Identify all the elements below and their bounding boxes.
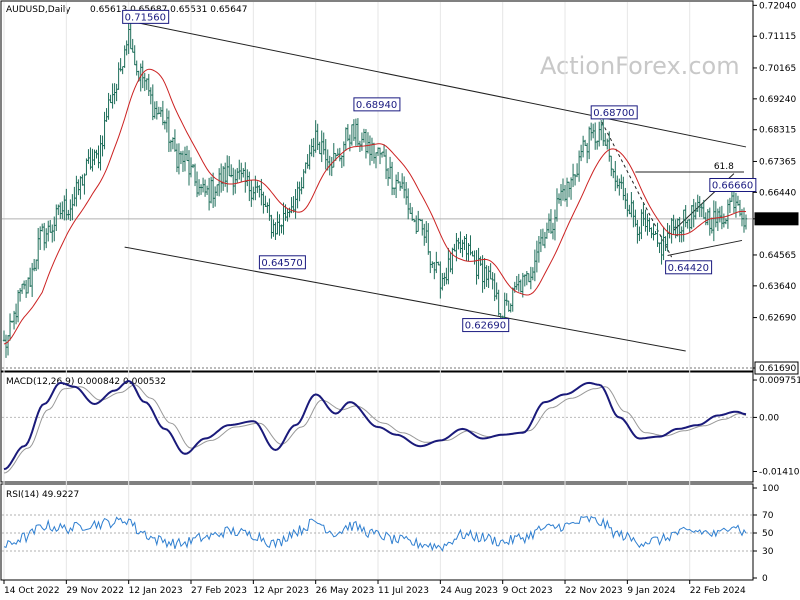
price-label-0: 0.71560	[125, 12, 166, 23]
price-y-tick-2: 0.70165	[759, 64, 796, 74]
price-label-box-0	[122, 9, 170, 24]
x-tick-7: 24 Aug 2023	[440, 586, 498, 596]
channel-upper-line	[130, 20, 747, 148]
macd-y-tick-1: 0.00	[759, 413, 779, 423]
ma-line	[3, 68, 747, 345]
price-y-tick-5: 0.67365	[759, 157, 796, 167]
price-y-tick-8: 0.64565	[759, 251, 796, 261]
price-header-symbol: AUDUSD,Daily	[6, 5, 71, 15]
x-tick-5: 26 May 2023	[316, 586, 375, 596]
price-moving-average	[3, 68, 747, 345]
macd-panel-frame	[0, 371, 754, 483]
rsi-y-tick-1: 70	[762, 511, 774, 521]
price-label-box-4	[258, 255, 306, 270]
rsi-panel-frame	[0, 483, 754, 581]
macd-signal-line	[3, 384, 747, 474]
rsi-label: RSI(14) 49.9227	[6, 490, 79, 500]
channel-lower-line	[124, 246, 686, 352]
x-tick-8: 9 Oct 2023	[503, 586, 553, 596]
price-y-tick-11: 0.61690	[759, 364, 796, 374]
rsi-y-tick-2: 50	[762, 529, 774, 539]
price-label-3: 0.66660	[712, 180, 753, 191]
price-candles	[2, 22, 748, 358]
macd-label: MACD(12,26,9) 0.000842 0.000532	[6, 377, 166, 387]
price-label-box-1	[353, 97, 401, 112]
price-grid	[2, 2, 752, 579]
watermark-text: ActionForex.com	[540, 52, 740, 80]
macd-y-axis: 0.009751 0.00 -0.014107	[753, 376, 800, 478]
fib-swing-line	[598, 116, 673, 258]
price-y-tick-0: 0.72040	[759, 1, 796, 11]
rsi-line	[3, 515, 747, 552]
price-y-tick-7: 0.65647	[759, 215, 796, 225]
current-price-box	[754, 212, 799, 226]
x-tick-4: 12 Apr 2023	[253, 586, 309, 596]
price-y-tick-3: 0.69240	[759, 95, 796, 105]
x-tick-0: 14 Oct 2022	[4, 586, 60, 596]
macd-y-tick-0: 0.009751	[759, 376, 800, 386]
price-y-axis: 0.72040 0.71115 0.70165 0.69240 0.68315 0.673…	[753, 1, 799, 375]
price-y-tick-9: 0.63640	[759, 282, 796, 292]
price-y-tick-1: 0.71115	[759, 32, 796, 42]
price-label-6: 0.64420	[668, 263, 709, 274]
price-label-box-5	[462, 318, 510, 333]
x-tick-10: 9 Jan 2024	[627, 586, 675, 596]
price-annotations: 0.71560 0.68940 0.68700 0.66660 0.64570 0.626…	[122, 9, 757, 333]
price-label-box-3	[709, 177, 757, 192]
macd-y-tick-2: -0.014107	[759, 468, 800, 478]
x-tick-6: 11 Jul 2023	[378, 586, 429, 596]
price-label-box-6	[665, 260, 713, 275]
wedge-lower-line	[667, 239, 743, 256]
price-label-box-2	[590, 105, 638, 120]
low-marker-box	[754, 361, 799, 375]
macd-main-line	[3, 379, 747, 471]
x-tick-9: 22 Nov 2023	[565, 586, 623, 596]
price-y-tick-6: 0.66440	[759, 188, 796, 198]
rsi-y-axis: 100 70 50 30 0	[753, 484, 779, 584]
x-tick-1: 29 Nov 2022	[66, 586, 124, 596]
price-y-tick-10: 0.62690	[759, 314, 796, 324]
rsi-lines	[2, 514, 752, 552]
x-tick-11: 22 Feb 2024	[690, 586, 746, 596]
rsi-y-tick-3: 30	[762, 547, 774, 557]
macd-lines	[2, 379, 752, 474]
price-label-4: 0.64570	[261, 258, 302, 269]
x-tick-3: 27 Feb 2023	[191, 586, 247, 596]
price-label-1: 0.68940	[356, 100, 397, 111]
fib-label: 61.8	[714, 162, 734, 172]
rsi-y-tick-0: 100	[762, 484, 779, 494]
x-tick-2: 12 Jan 2023	[129, 586, 183, 596]
rsi-y-tick-4: 0	[762, 574, 768, 584]
price-label-2: 0.68700	[593, 108, 634, 119]
price-y-tick-4: 0.68315	[759, 126, 796, 136]
x-axis: 14 Oct 2022 29 Nov 2022 12 Jan 2023 27 Feb …	[3, 580, 746, 596]
price-label-5: 0.62690	[465, 321, 506, 332]
